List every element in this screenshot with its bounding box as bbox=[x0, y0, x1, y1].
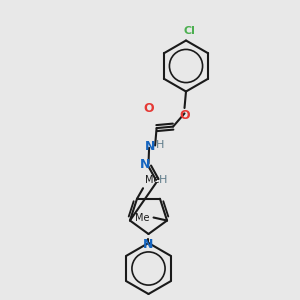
Text: H: H bbox=[159, 175, 168, 185]
Text: N: N bbox=[140, 158, 151, 172]
Text: Me: Me bbox=[145, 175, 159, 185]
Text: O: O bbox=[144, 102, 154, 115]
Text: N: N bbox=[145, 140, 155, 154]
Text: N: N bbox=[143, 238, 154, 251]
Text: H: H bbox=[156, 140, 165, 151]
Text: Me: Me bbox=[134, 212, 149, 223]
Text: O: O bbox=[179, 109, 190, 122]
Text: Cl: Cl bbox=[183, 26, 195, 36]
